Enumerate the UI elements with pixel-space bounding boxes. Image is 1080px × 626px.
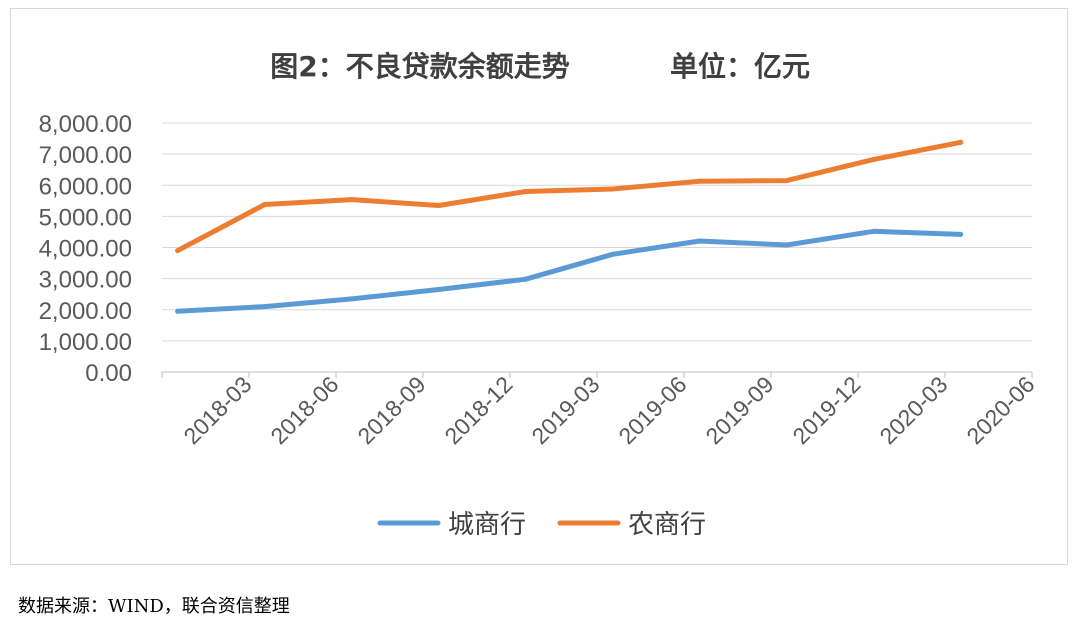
y-tick-label: 5,000.00 <box>39 204 132 231</box>
chart-title: 图2：不良贷款余额走势 <box>270 50 569 83</box>
series-lines <box>175 139 964 314</box>
y-tick-label: 1,000.00 <box>39 329 132 356</box>
x-axis: 2018-03 2018-06 2018-09 2018-12 2019-03 2019-… <box>161 371 1040 449</box>
data-point <box>610 251 616 257</box>
x-tick-label: 2018-12 <box>439 371 517 449</box>
data-point <box>523 188 529 194</box>
x-tick-label: 2019-06 <box>613 371 691 449</box>
y-axis: 0.00 1,000.00 2,000.00 3,000.00 4,000.00 5,00… <box>39 111 132 387</box>
source-note: 数据来源：WIND，联合资信整理 <box>18 596 290 617</box>
gridlines <box>162 122 1032 373</box>
x-tick-label: 2019-12 <box>787 371 865 449</box>
y-tick-label: 0.00 <box>85 360 132 387</box>
data-point <box>175 308 181 314</box>
series-line <box>175 139 964 254</box>
data-point <box>436 202 442 208</box>
data-point <box>262 304 268 310</box>
x-tick-label: 2020-03 <box>874 371 952 449</box>
y-tick-label: 4,000.00 <box>39 236 132 263</box>
data-point <box>523 276 529 282</box>
chart-frame <box>10 8 1068 565</box>
line-chart: 图2：不良贷款余额走势 单位：亿元 0.00 1,000.00 2,000.00 3,… <box>39 50 1040 540</box>
data-point <box>175 248 181 254</box>
y-tick-label: 2,000.00 <box>39 298 132 325</box>
x-tick-label: 2019-09 <box>700 371 778 449</box>
data-point <box>610 186 616 192</box>
x-tick-label: 2018-09 <box>352 371 430 449</box>
data-point <box>871 156 877 162</box>
data-point <box>349 296 355 302</box>
y-tick-label: 8,000.00 <box>39 111 132 138</box>
data-point <box>784 178 790 184</box>
x-tick-label: 2020-06 <box>961 371 1039 449</box>
data-point <box>784 242 790 248</box>
data-point <box>262 202 268 208</box>
x-tick-label: 2018-06 <box>265 371 343 449</box>
legend-label: 城商行 <box>448 510 526 540</box>
y-tick-label: 3,000.00 <box>39 267 132 294</box>
series-line <box>175 228 964 314</box>
y-tick-label: 7,000.00 <box>39 142 132 169</box>
data-point <box>958 231 964 237</box>
data-point <box>349 197 355 203</box>
data-point <box>697 238 703 244</box>
data-point <box>871 228 877 234</box>
data-point <box>436 287 442 293</box>
data-point <box>697 178 703 184</box>
data-point <box>958 139 964 145</box>
legend-label: 农商行 <box>628 510 706 540</box>
x-tick-label: 2019-03 <box>526 371 604 449</box>
legend: 城商行 农商行 <box>377 510 706 540</box>
chart-unit-label: 单位：亿元 <box>670 50 810 83</box>
y-tick-label: 6,000.00 <box>39 173 132 200</box>
x-tick-label: 2018-03 <box>178 371 256 449</box>
